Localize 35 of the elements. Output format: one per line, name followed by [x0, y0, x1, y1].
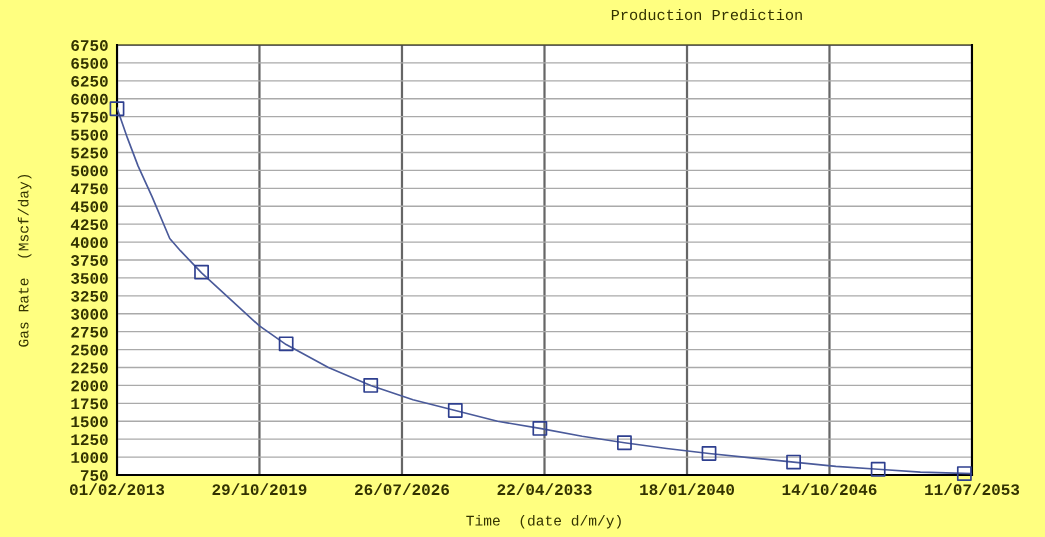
y-tick-label: 3500 — [71, 273, 108, 284]
y-tick-label: 5750 — [71, 111, 108, 123]
x-tick-label: 11/07/2053 — [925, 483, 1020, 496]
y-tick-label: 1750 — [71, 398, 108, 410]
y-tick-label: 2250 — [71, 362, 108, 374]
y-tick-label: 5500 — [71, 129, 108, 141]
x-tick-label: 29/10/2019 — [212, 483, 307, 496]
chart-title: Production Prediction — [611, 8, 802, 21]
x-tick-label: 22/04/2033 — [497, 483, 592, 496]
y-tick-label: 6250 — [71, 75, 108, 87]
y-tick-label: 3750 — [71, 255, 108, 266]
y-tick-label: 2500 — [71, 344, 108, 356]
y-tick-label: 2000 — [71, 380, 108, 392]
y-tick-label: 4500 — [70, 201, 108, 213]
x-tick-label: 18/01/2040 — [640, 483, 735, 496]
y-tick-label: 5000 — [71, 165, 108, 177]
y-tick-label: 6750 — [71, 40, 108, 51]
y-tick-label: 1500 — [71, 416, 108, 428]
x-tick-label: 01/02/2013 — [69, 483, 165, 496]
y-axis-title: Gas Rate (Mscf/day) — [17, 174, 32, 347]
y-tick-label: 4750 — [70, 183, 108, 195]
y-tick-label: 750 — [80, 470, 108, 481]
y-tick-label: 3000 — [71, 308, 108, 320]
x-tick-label: 14/10/2046 — [782, 483, 877, 496]
y-tick-label: 6000 — [71, 93, 108, 105]
y-tick-label: 4250 — [70, 219, 108, 231]
y-tick-label: 3250 — [71, 290, 108, 302]
y-tick-label: 1000 — [71, 452, 108, 464]
y-tick-label: 4000 — [70, 237, 108, 249]
x-tick-label: 26/07/2026 — [355, 483, 450, 496]
x-axis-title: Time (date d/m/y) — [466, 514, 621, 529]
y-tick-label: 1250 — [71, 434, 108, 446]
y-tick-label: 2750 — [71, 326, 108, 338]
y-tick-label: 5250 — [71, 147, 108, 159]
y-tick-label: 6500 — [71, 58, 108, 69]
